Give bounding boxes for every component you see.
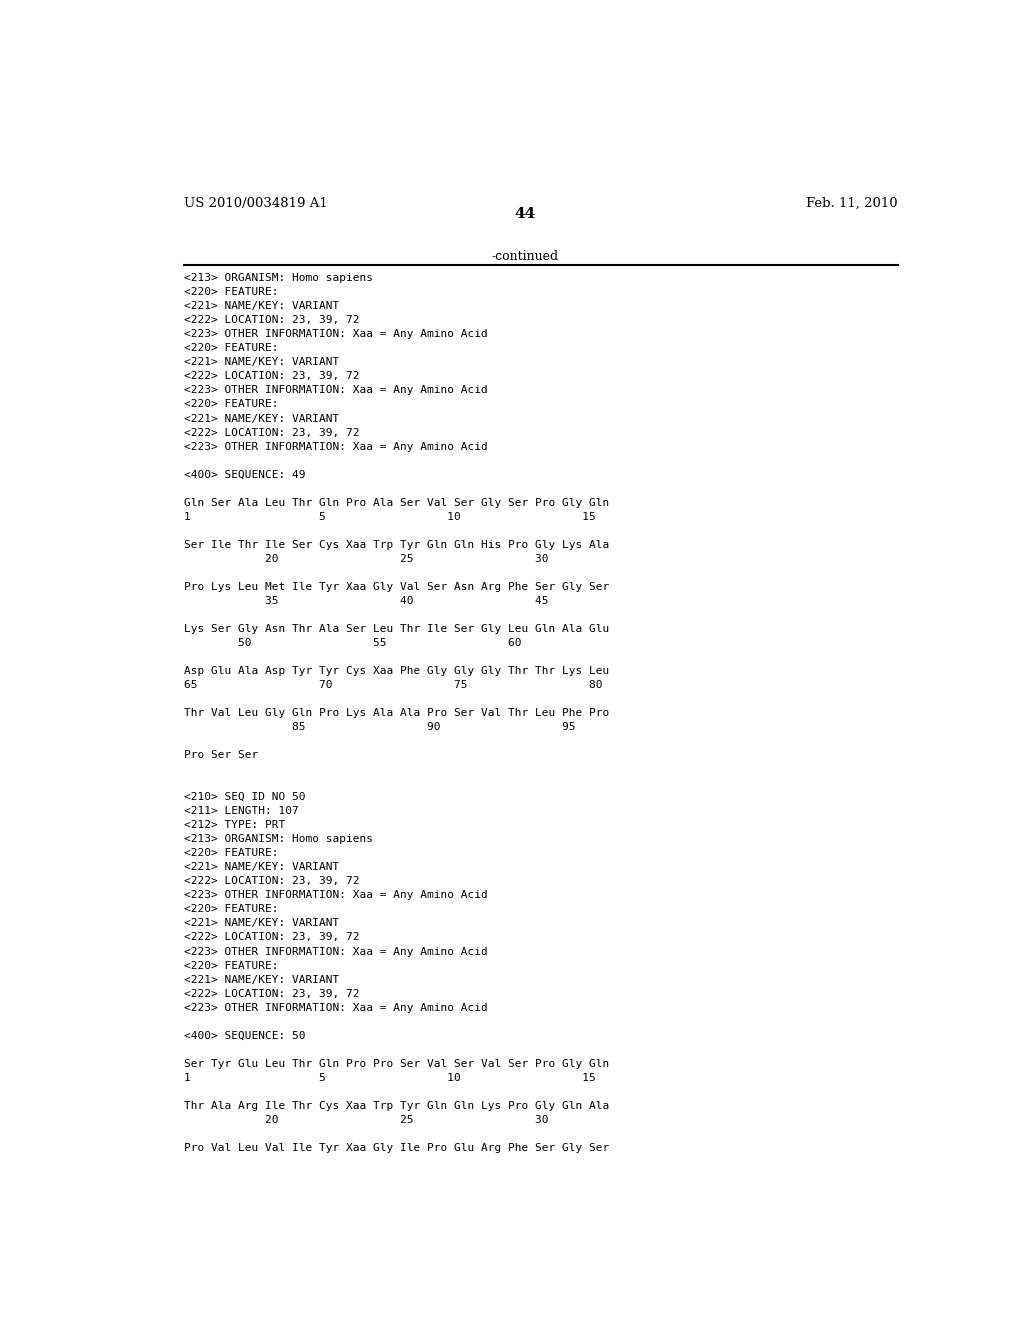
Text: Asp Glu Ala Asp Tyr Tyr Cys Xaa Phe Gly Gly Gly Thr Thr Lys Leu: Asp Glu Ala Asp Tyr Tyr Cys Xaa Phe Gly … <box>183 667 609 676</box>
Text: <221> NAME/KEY: VARIANT: <221> NAME/KEY: VARIANT <box>183 413 339 424</box>
Text: 35                  40                  45: 35 40 45 <box>183 595 548 606</box>
Text: <220> FEATURE:: <220> FEATURE: <box>183 849 279 858</box>
Text: 50                  55                  60: 50 55 60 <box>183 638 521 648</box>
Text: <211> LENGTH: 107: <211> LENGTH: 107 <box>183 807 298 816</box>
Text: <223> OTHER INFORMATION: Xaa = Any Amino Acid: <223> OTHER INFORMATION: Xaa = Any Amino… <box>183 385 487 396</box>
Text: <210> SEQ ID NO 50: <210> SEQ ID NO 50 <box>183 792 305 803</box>
Text: Pro Lys Leu Met Ile Tyr Xaa Gly Val Ser Asn Arg Phe Ser Gly Ser: Pro Lys Leu Met Ile Tyr Xaa Gly Val Ser … <box>183 582 609 591</box>
Text: <222> LOCATION: 23, 39, 72: <222> LOCATION: 23, 39, 72 <box>183 989 359 999</box>
Text: <221> NAME/KEY: VARIANT: <221> NAME/KEY: VARIANT <box>183 358 339 367</box>
Text: <222> LOCATION: 23, 39, 72: <222> LOCATION: 23, 39, 72 <box>183 932 359 942</box>
Text: 1                   5                  10                  15: 1 5 10 15 <box>183 1073 595 1082</box>
Text: 85                  90                  95: 85 90 95 <box>183 722 575 733</box>
Text: Feb. 11, 2010: Feb. 11, 2010 <box>806 197 898 210</box>
Text: Thr Val Leu Gly Gln Pro Lys Ala Ala Pro Ser Val Thr Leu Phe Pro: Thr Val Leu Gly Gln Pro Lys Ala Ala Pro … <box>183 708 609 718</box>
Text: <221> NAME/KEY: VARIANT: <221> NAME/KEY: VARIANT <box>183 974 339 985</box>
Text: <213> ORGANISM: Homo sapiens: <213> ORGANISM: Homo sapiens <box>183 273 373 284</box>
Text: <400> SEQUENCE: 49: <400> SEQUENCE: 49 <box>183 470 305 479</box>
Text: <220> FEATURE:: <220> FEATURE: <box>183 961 279 970</box>
Text: <220> FEATURE:: <220> FEATURE: <box>183 904 279 915</box>
Text: 20                  25                  30: 20 25 30 <box>183 1115 548 1125</box>
Text: US 2010/0034819 A1: US 2010/0034819 A1 <box>183 197 328 210</box>
Text: <221> NAME/KEY: VARIANT: <221> NAME/KEY: VARIANT <box>183 919 339 928</box>
Text: <223> OTHER INFORMATION: Xaa = Any Amino Acid: <223> OTHER INFORMATION: Xaa = Any Amino… <box>183 442 487 451</box>
Text: <221> NAME/KEY: VARIANT: <221> NAME/KEY: VARIANT <box>183 301 339 312</box>
Text: <223> OTHER INFORMATION: Xaa = Any Amino Acid: <223> OTHER INFORMATION: Xaa = Any Amino… <box>183 891 487 900</box>
Text: <400> SEQUENCE: 50: <400> SEQUENCE: 50 <box>183 1031 305 1040</box>
Text: <213> ORGANISM: Homo sapiens: <213> ORGANISM: Homo sapiens <box>183 834 373 845</box>
Text: <222> LOCATION: 23, 39, 72: <222> LOCATION: 23, 39, 72 <box>183 315 359 325</box>
Text: <223> OTHER INFORMATION: Xaa = Any Amino Acid: <223> OTHER INFORMATION: Xaa = Any Amino… <box>183 330 487 339</box>
Text: <212> TYPE: PRT: <212> TYPE: PRT <box>183 820 285 830</box>
Text: Thr Ala Arg Ile Thr Cys Xaa Trp Tyr Gln Gln Lys Pro Gly Gln Ala: Thr Ala Arg Ile Thr Cys Xaa Trp Tyr Gln … <box>183 1101 609 1111</box>
Text: <222> LOCATION: 23, 39, 72: <222> LOCATION: 23, 39, 72 <box>183 876 359 887</box>
Text: <223> OTHER INFORMATION: Xaa = Any Amino Acid: <223> OTHER INFORMATION: Xaa = Any Amino… <box>183 1003 487 1012</box>
Text: -continued: -continued <box>492 249 558 263</box>
Text: Pro Val Leu Val Ile Tyr Xaa Gly Ile Pro Glu Arg Phe Ser Gly Ser: Pro Val Leu Val Ile Tyr Xaa Gly Ile Pro … <box>183 1143 609 1152</box>
Text: Lys Ser Gly Asn Thr Ala Ser Leu Thr Ile Ser Gly Leu Gln Ala Glu: Lys Ser Gly Asn Thr Ala Ser Leu Thr Ile … <box>183 624 609 634</box>
Text: <223> OTHER INFORMATION: Xaa = Any Amino Acid: <223> OTHER INFORMATION: Xaa = Any Amino… <box>183 946 487 957</box>
Text: Gln Ser Ala Leu Thr Gln Pro Ala Ser Val Ser Gly Ser Pro Gly Gln: Gln Ser Ala Leu Thr Gln Pro Ala Ser Val … <box>183 498 609 508</box>
Text: 44: 44 <box>514 207 536 222</box>
Text: <220> FEATURE:: <220> FEATURE: <box>183 343 279 354</box>
Text: 1                   5                  10                  15: 1 5 10 15 <box>183 512 595 521</box>
Text: <220> FEATURE:: <220> FEATURE: <box>183 400 279 409</box>
Text: <222> LOCATION: 23, 39, 72: <222> LOCATION: 23, 39, 72 <box>183 371 359 381</box>
Text: <221> NAME/KEY: VARIANT: <221> NAME/KEY: VARIANT <box>183 862 339 873</box>
Text: Ser Tyr Glu Leu Thr Gln Pro Pro Ser Val Ser Val Ser Pro Gly Gln: Ser Tyr Glu Leu Thr Gln Pro Pro Ser Val … <box>183 1059 609 1069</box>
Text: 20                  25                  30: 20 25 30 <box>183 554 548 564</box>
Text: <222> LOCATION: 23, 39, 72: <222> LOCATION: 23, 39, 72 <box>183 428 359 437</box>
Text: Pro Ser Ser: Pro Ser Ser <box>183 750 258 760</box>
Text: <220> FEATURE:: <220> FEATURE: <box>183 288 279 297</box>
Text: 65                  70                  75                  80: 65 70 75 80 <box>183 680 602 690</box>
Text: Ser Ile Thr Ile Ser Cys Xaa Trp Tyr Gln Gln His Pro Gly Lys Ala: Ser Ile Thr Ile Ser Cys Xaa Trp Tyr Gln … <box>183 540 609 549</box>
